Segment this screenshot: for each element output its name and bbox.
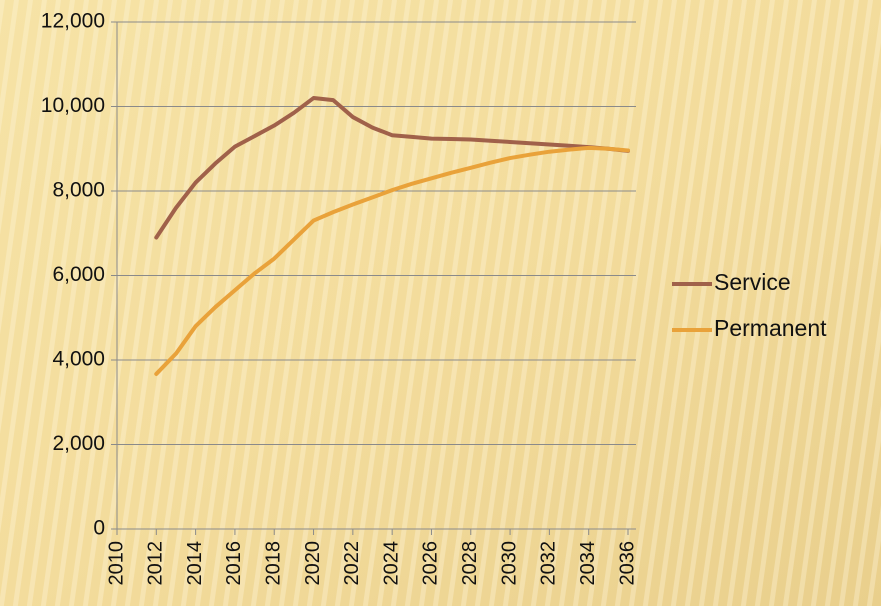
x-tick-label: 2016: [223, 541, 245, 586]
x-tick-label: 2030: [498, 541, 520, 586]
x-tick-label: 2024: [380, 541, 402, 586]
legend-label: Permanent: [714, 315, 827, 341]
series-line: [154, 145, 630, 376]
y-tick-label: 4,000: [52, 348, 105, 371]
x-tick-label: 2022: [341, 541, 363, 586]
legend-label: Service: [714, 269, 791, 295]
x-tick-label: 2012: [145, 541, 167, 586]
x-tick-label: 2028: [459, 541, 481, 586]
y-tick-label: 8,000: [52, 179, 105, 202]
series-line: [154, 96, 630, 240]
y-tick-label: 0: [93, 517, 105, 540]
x-tick-label: 2034: [577, 541, 599, 586]
x-tick-label: 2032: [538, 541, 560, 586]
x-tick-label: 2026: [420, 541, 442, 586]
x-tick-label: 2018: [263, 541, 285, 586]
y-tick-label: 12,000: [41, 10, 105, 33]
x-tick-label: 2036: [616, 541, 638, 586]
x-tick-label: 2020: [302, 541, 324, 586]
y-tick-label: 2,000: [52, 432, 105, 455]
y-tick-label: 10,000: [41, 94, 105, 117]
x-tick-label: 2010: [105, 541, 127, 586]
x-tick-label: 2014: [184, 541, 206, 586]
y-tick-label: 6,000: [52, 263, 105, 286]
